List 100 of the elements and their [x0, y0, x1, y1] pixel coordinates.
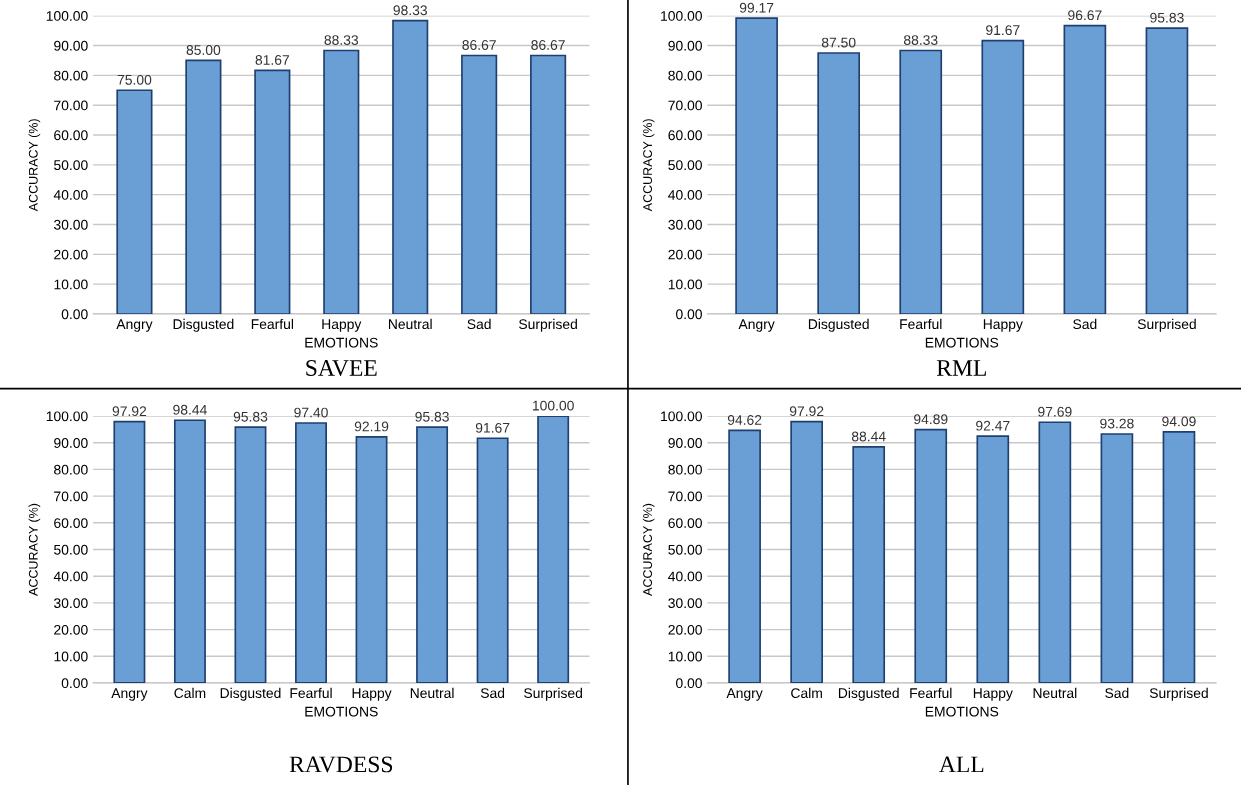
y-tick-label: 100.00	[46, 11, 88, 21]
y-tick-label: 70.00	[668, 100, 702, 111]
y-tick-label: 50.00	[668, 544, 702, 555]
y-tick-label: 30.00	[53, 219, 88, 230]
y-tick-label: 100.00	[661, 411, 702, 422]
x-tick-label: Surprised	[1137, 318, 1196, 332]
data-label: 94.62	[727, 415, 762, 425]
x-tick-label: Angry	[738, 319, 775, 332]
data-label: 92.47	[976, 420, 1010, 431]
data-label: 92.19	[354, 421, 389, 432]
y-tick-label: 90.00	[668, 438, 702, 448]
bar	[355, 436, 388, 683]
y-tick-label: 10.00	[54, 651, 88, 662]
x-tick-label: Happy	[322, 319, 362, 332]
y-tick-label: 90.00	[54, 438, 88, 448]
bar	[116, 89, 153, 314]
bar	[981, 39, 1025, 314]
y-tick-label: 80.00	[668, 70, 702, 81]
x-tick-label: Neutral	[410, 687, 454, 699]
data-label: 95.83	[415, 411, 449, 422]
y-tick-label: 40.00	[53, 571, 88, 582]
y-tick-label: 50.00	[668, 160, 702, 171]
y-tick-label: 0.00	[61, 678, 88, 689]
y-tick-label: 20.00	[668, 249, 702, 260]
data-label: 99.17	[739, 2, 774, 13]
data-label: 97.92	[789, 406, 824, 417]
bar	[899, 49, 943, 314]
bar	[817, 52, 861, 314]
x-tick-label: Fearful	[290, 687, 332, 699]
y-axis-title: ACCURACY (%)	[28, 119, 41, 212]
y-axis-title: ACCURACY (%)	[28, 503, 41, 596]
bar	[530, 54, 567, 314]
bar	[735, 17, 778, 314]
x-tick-label: Angry	[726, 688, 763, 701]
x-tick-label: Sad	[1105, 687, 1129, 699]
text: RAVDESS	[289, 756, 393, 773]
data-label: 86.67	[531, 40, 565, 50]
y-tick-label: 10.00	[668, 279, 702, 290]
data-label: 88.33	[324, 35, 359, 45]
y-tick-label: 0.00	[61, 309, 88, 320]
y-tick-label: 80.00	[668, 464, 702, 475]
y-tick-label: 40.00	[53, 190, 88, 200]
data-label: 100.00	[532, 400, 574, 411]
data-label: 97.92	[112, 406, 147, 417]
data-label: 91.67	[986, 25, 1020, 36]
bar	[254, 69, 291, 314]
data-label: 98.44	[173, 404, 207, 415]
data-label: 88.33	[903, 35, 938, 45]
y-tick-label: 60.00	[668, 130, 702, 141]
y-tick-label: 50.00	[54, 544, 88, 555]
bar	[416, 426, 449, 683]
bar	[234, 426, 267, 683]
y-tick-label: 0.00	[676, 309, 702, 320]
y-tick-label: 60.00	[54, 518, 88, 528]
data-label: 88.44	[851, 431, 886, 442]
x-axis-title: EMOTIONS	[925, 706, 999, 717]
y-tick-label: 30.00	[668, 598, 702, 609]
data-label: 85.00	[186, 45, 221, 55]
x-tick-label: Happy	[983, 319, 1023, 332]
x-tick-label: Surprised	[524, 687, 582, 701]
data-label: 97.40	[294, 407, 328, 418]
text: RML	[936, 360, 986, 376]
y-tick-label: 40.00	[668, 571, 702, 582]
y-axis-title: ACCURACY (%)	[642, 119, 655, 212]
data-label: 94.09	[1162, 416, 1196, 427]
y-tick-label: 20.00	[54, 249, 88, 260]
bar	[537, 416, 570, 683]
x-tick-label: Sad	[1073, 318, 1097, 330]
y-tick-label: 70.00	[668, 491, 702, 502]
data-label: 91.67	[475, 422, 510, 433]
text: SAVEE	[306, 360, 377, 377]
y-tick-label: 90.00	[54, 40, 88, 51]
y-tick-label: 50.00	[54, 160, 88, 171]
x-axis-title: EMOTIONS	[925, 337, 999, 348]
x-tick-label: Calm	[174, 687, 206, 699]
y-tick-label: 100.00	[661, 11, 702, 21]
x-tick-label: Disgusted	[173, 318, 234, 332]
x-tick-label: Neutral	[1033, 687, 1077, 699]
x-tick-label: Happy	[973, 688, 1013, 701]
y-tick-label: 20.00	[668, 624, 702, 635]
y-tick-label: 60.00	[54, 130, 88, 141]
y-tick-label: 40.00	[668, 190, 702, 200]
x-tick-label: Fearful	[900, 318, 942, 330]
data-label: 98.33	[393, 5, 427, 16]
x-tick-label: Angry	[111, 688, 148, 701]
data-label: 96.67	[1068, 10, 1102, 21]
y-tick-label: 30.00	[53, 598, 88, 609]
x-tick-label: Sad	[480, 687, 505, 699]
x-tick-label: Disgusted	[220, 687, 281, 701]
y-tick-label: 70.00	[54, 100, 88, 111]
x-tick-label: Happy	[352, 688, 392, 701]
x-tick-label: Calm	[791, 687, 822, 699]
data-label: 93.28	[1100, 418, 1134, 429]
y-axis-title: ACCURACY (%)	[642, 503, 655, 596]
data-label: 95.83	[233, 411, 268, 422]
x-tick-label: Fearful	[910, 687, 952, 699]
y-tick-label: 20.00	[54, 624, 88, 635]
y-tick-label: 80.00	[54, 464, 88, 475]
x-tick-label: Sad	[467, 318, 491, 330]
bar	[476, 437, 509, 683]
